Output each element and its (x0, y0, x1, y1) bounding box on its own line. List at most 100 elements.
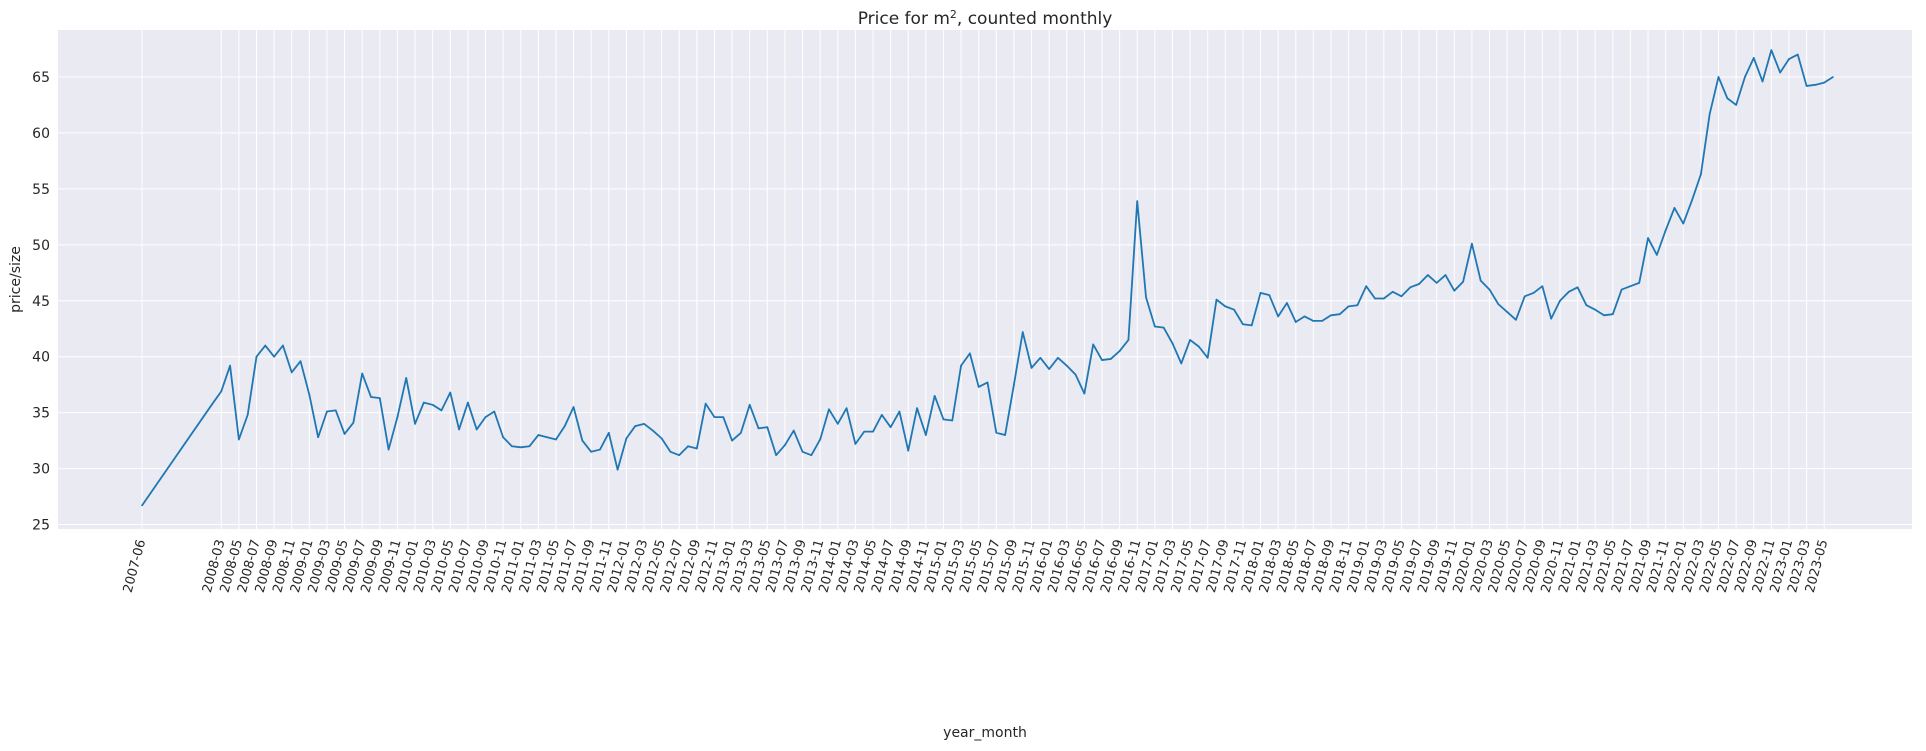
data-point (282, 344, 284, 347)
data-point (845, 407, 848, 409)
data-point (537, 434, 540, 436)
data-point (1074, 373, 1077, 376)
data-point (731, 439, 733, 442)
data-point (352, 421, 355, 424)
data-point (1506, 311, 1508, 313)
data-point (1603, 314, 1605, 317)
data-point (1303, 315, 1306, 318)
data-point (1400, 295, 1403, 298)
data-point (290, 371, 293, 374)
chart-title-rest: , counted monthly (957, 9, 1112, 29)
data-point (951, 419, 954, 422)
data-point (1532, 292, 1535, 294)
data-point (1717, 76, 1720, 78)
data-point (1462, 280, 1464, 283)
y-tick-label: 60 (32, 126, 50, 142)
data-point (1779, 71, 1781, 74)
data-point (1374, 297, 1376, 300)
data-point (246, 414, 249, 416)
data-point (616, 468, 619, 471)
data-point (828, 408, 830, 411)
data-point (599, 448, 601, 451)
data-point (1224, 305, 1227, 308)
data-point (784, 444, 786, 446)
data-point (1471, 242, 1473, 245)
data-point (634, 425, 637, 427)
y-tick-label: 55 (32, 182, 50, 198)
data-point (1770, 49, 1773, 51)
data-point (1620, 288, 1623, 291)
plot-area (58, 30, 1912, 529)
data-point (1708, 113, 1711, 115)
data-point (1418, 283, 1420, 285)
data-point (925, 434, 927, 436)
data-point (361, 372, 363, 375)
data-point (1330, 314, 1332, 317)
data-point (555, 438, 557, 441)
data-point (1127, 339, 1130, 341)
chart-title-superscript: 2 (950, 8, 957, 21)
data-point (801, 451, 804, 453)
data-point (484, 416, 487, 418)
data-point (1039, 357, 1042, 359)
data-point (1523, 295, 1526, 298)
data-point (211, 402, 214, 405)
data-point (387, 448, 390, 451)
data-point (1154, 325, 1156, 328)
data-point (898, 410, 901, 413)
series-layer (141, 49, 1834, 507)
data-point (1321, 320, 1323, 322)
data-point (881, 414, 883, 416)
data-point (1638, 282, 1641, 284)
data-point (1250, 324, 1253, 327)
data-point (1744, 76, 1746, 78)
data-point (1286, 302, 1288, 304)
data-point (590, 451, 592, 453)
data-point (757, 427, 760, 430)
data-point (1664, 229, 1667, 232)
data-point (308, 393, 311, 396)
data-point (748, 404, 751, 406)
data-point (1629, 285, 1632, 288)
data-point (255, 355, 258, 358)
data-point (713, 416, 716, 418)
data-point (502, 436, 504, 439)
data-point (440, 409, 443, 412)
data-point (1242, 323, 1244, 326)
data-point (1206, 357, 1209, 359)
data-point (449, 391, 452, 394)
data-point (977, 386, 980, 388)
data-point (1814, 84, 1817, 86)
data-point (1435, 282, 1438, 284)
data-point (1656, 254, 1658, 256)
data-point (660, 437, 663, 440)
data-point (1083, 392, 1086, 395)
x-tick-labels: 2007-06 2008-032008-052008-072008-092008-… (121, 538, 1832, 594)
data-point (969, 352, 971, 355)
data-point (1057, 357, 1059, 359)
data-point (1259, 292, 1262, 294)
data-point (1136, 200, 1139, 202)
chart-title: Price for m2, counted monthly (858, 8, 1113, 29)
data-point (431, 404, 434, 406)
data-point (1409, 286, 1412, 289)
data-point (1383, 297, 1385, 300)
y-tick-label: 35 (32, 406, 50, 422)
data-point (229, 364, 231, 367)
data-point (1233, 308, 1235, 311)
data-point (1726, 97, 1729, 100)
data-point (458, 428, 460, 431)
data-point (238, 438, 240, 441)
data-point (546, 436, 548, 439)
data-point (1735, 104, 1737, 106)
data-point (1541, 285, 1544, 288)
data-point (493, 410, 496, 413)
data-point (1691, 199, 1693, 201)
data-point (475, 428, 478, 431)
data-point (1118, 350, 1121, 352)
data-point (220, 390, 223, 393)
data-point (916, 407, 918, 409)
data-point (1497, 303, 1500, 305)
data-point (414, 423, 416, 425)
